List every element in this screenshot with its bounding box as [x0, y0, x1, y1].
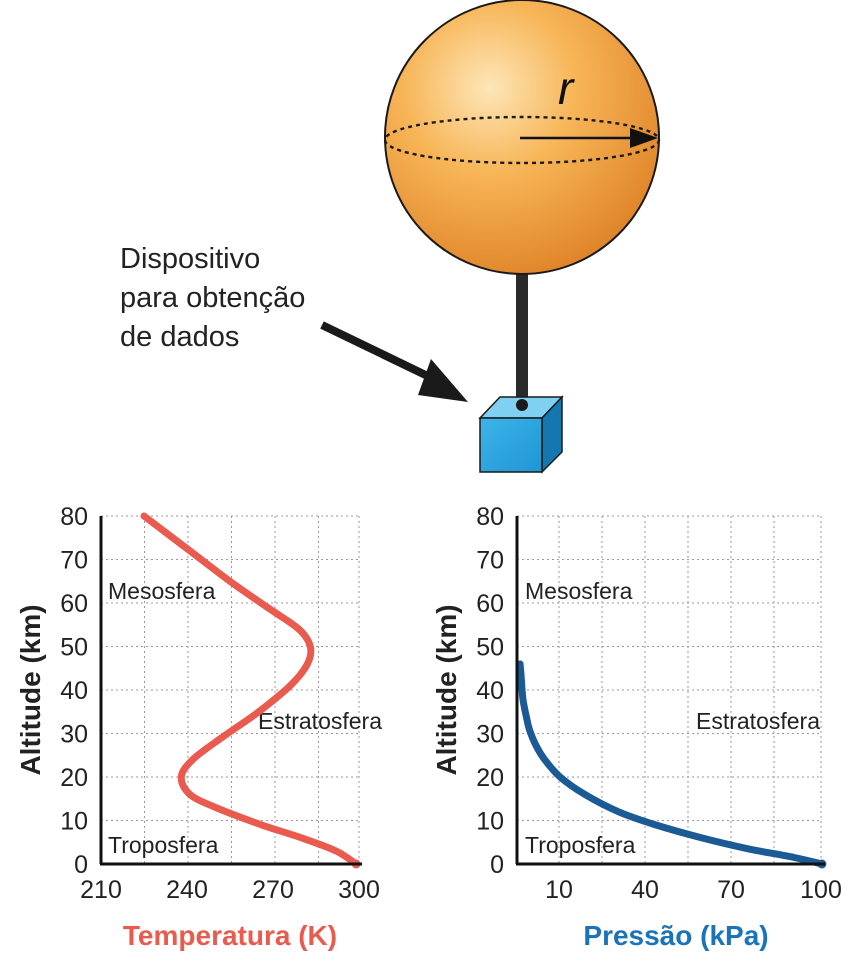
temperature-chart-x-tick-label: 210: [80, 876, 122, 904]
temperature-chart-x-tick-label: 270: [252, 876, 294, 904]
temperature-chart-y-tick-label: 40: [60, 677, 88, 705]
pressure-chart-grid: [517, 515, 822, 864]
tether-line: [516, 265, 528, 410]
radius-arrowhead: [630, 128, 658, 148]
balloon-group: r Dispositivo para obtenção de dados: [120, 0, 661, 474]
temperature-chart-y-tick-label: 80: [60, 503, 88, 531]
temperature-chart-y-tick-label: 0: [74, 851, 88, 879]
temperature-chart-y-tick-label: 50: [60, 634, 88, 662]
pressure-chart-mesosfera-label: Mesosfera: [525, 578, 633, 604]
device-pointer-arrow: [320, 321, 442, 386]
pressure-chart-layer-labels: Mesosfera Estratosfera Troposfera: [525, 578, 820, 858]
device-label-line-3: de dados: [120, 321, 239, 353]
device-label-line-2: para obtenção: [120, 282, 305, 314]
device-label: Dispositivo para obtenção de dados: [120, 243, 305, 353]
temperature-chart: Mesosfera Estratosfera Troposfera 0 10 20 3…: [15, 503, 382, 951]
pressure-chart-x-tick-label: 100: [800, 876, 842, 904]
pressure-chart-y-tick-label: 20: [476, 764, 504, 792]
temperature-chart-mesosfera-label: Mesosfera: [108, 578, 216, 604]
pressure-chart-y-tick-label: 70: [476, 547, 504, 575]
pressure-chart-x-tick-label: 40: [631, 876, 659, 904]
pressure-chart-y-tick-label: 30: [476, 721, 504, 749]
pressure-chart-y-tick-label: 80: [476, 503, 504, 531]
device-label-line-1: Dispositivo: [120, 243, 260, 275]
temperature-chart-series-line: [140, 512, 360, 868]
temperature-chart-y-ticks: 0 10 20 30 40 50 60 70 80: [60, 503, 88, 879]
temperature-chart-y-tick-label: 30: [60, 721, 88, 749]
temperature-chart-x-ticks: 210 240 270 300: [80, 876, 380, 904]
pressure-chart-y-tick-label: 60: [476, 590, 504, 618]
temperature-chart-ylabel: Altitude (km): [15, 604, 46, 775]
temperature-chart-grid: [101, 515, 360, 864]
temperature-chart-layer-labels: Mesosfera Estratosfera Troposfera: [108, 578, 382, 858]
pressure-chart-series-line: [516, 660, 826, 868]
temperature-chart-xlabel: Temperatura (K): [123, 920, 337, 951]
temperature-chart-x-tick-label: 240: [166, 876, 208, 904]
pressure-chart-y-ticks: 0 10 20 30 40 50 60 70 80: [476, 503, 504, 879]
temperature-chart-y-tick-label: 20: [60, 764, 88, 792]
pressure-chart-estratosfera-label: Estratosfera: [696, 708, 820, 734]
pressure-chart-x-tick-label: 70: [717, 876, 745, 904]
temperature-chart-x-tick-label: 300: [338, 876, 380, 904]
temperature-chart-y-tick-label: 10: [60, 808, 88, 836]
temperature-chart-axes: [99, 516, 362, 866]
temperature-chart-y-tick-label: 70: [60, 547, 88, 575]
temperature-chart-troposfera-label: Troposfera: [108, 832, 219, 858]
pressure-chart: Mesosfera Estratosfera Troposfera 0 10 20 3…: [431, 503, 842, 951]
pressure-chart-y-tick-label: 50: [476, 634, 504, 662]
pressure-chart-ylabel: Altitude (km): [431, 604, 462, 775]
pressure-chart-y-tick-label: 40: [476, 677, 504, 705]
temperature-chart-y-tick-label: 60: [60, 590, 88, 618]
tether-knot: [516, 399, 528, 411]
temperature-chart-estratosfera-label: Estratosfera: [258, 708, 382, 734]
device-pointer-arrowhead: [418, 359, 468, 402]
pressure-chart-x-ticks: 10 40 70 100: [545, 876, 842, 904]
temperature-chart-curve-layer: [140, 512, 361, 869]
balloon-equator: [383, 115, 661, 165]
pressure-chart-y-tick-label: 10: [476, 808, 504, 836]
pressure-chart-y-tick-label: 0: [490, 851, 504, 879]
pressure-chart-troposfera-label: Troposfera: [525, 832, 636, 858]
radius-label: r: [558, 62, 575, 114]
pressure-chart-axes: [515, 516, 825, 866]
pressure-chart-x-tick-label: 10: [545, 876, 573, 904]
pressure-chart-xlabel: Pressão (kPa): [583, 920, 768, 951]
